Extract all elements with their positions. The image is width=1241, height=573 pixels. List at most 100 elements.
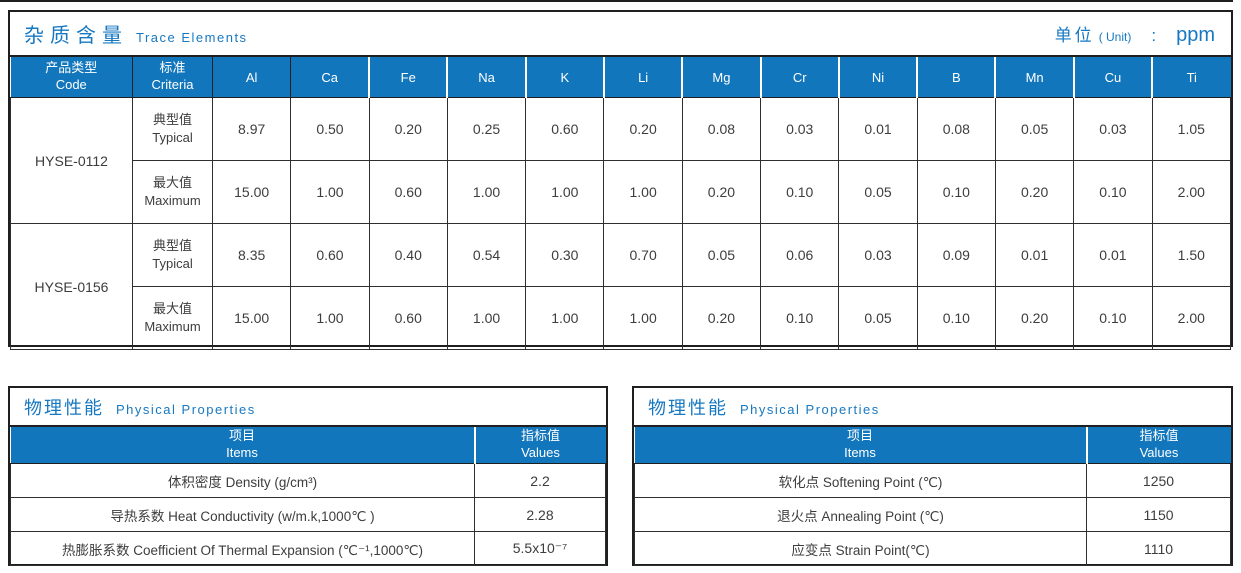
property-item-cell: 热膨胀系数 Coefficient Of Thermal Expansion (… [10, 531, 475, 566]
column-header-values-cn: 指标值 [520, 428, 560, 444]
trace-value-cell: 0.70 [603, 223, 683, 287]
unit-label-en: ( Unit) [1098, 29, 1132, 44]
physical-right-title-en: Physical Properties [740, 401, 880, 417]
criteria-cell: 最大值 Maximum [132, 160, 213, 224]
criteria-label-en: Typical [152, 130, 193, 145]
product-code-cell: HYSE-0112 [10, 97, 133, 224]
trace-value-cell: 0.01 [994, 223, 1075, 287]
trace-elements-table: 产品类型 Code 标准 Criteria Al Ca Fe Na K Li M… [10, 57, 1232, 350]
trace-value-cell: 0.20 [994, 286, 1075, 350]
table-row: HYSE-0156 典型值 Typical 8.35 0.60 0.40 0.5… [10, 223, 1232, 350]
trace-value-cell: 8.97 [211, 97, 292, 161]
trace-value-cell: 0.05 [994, 97, 1075, 161]
column-header-items-en: Items [844, 445, 876, 460]
column-header-criteria-en: Criteria [151, 77, 194, 92]
trace-value-cell: 1.05 [1151, 97, 1232, 161]
unit-label: 单位 ( Unit) : ppm [1055, 21, 1215, 47]
property-value-cell: 2.2 [474, 463, 606, 498]
trace-value-cell: 0.30 [525, 223, 605, 287]
trace-value-cell: 1.00 [290, 160, 370, 224]
criteria-label-en: Maximum [144, 319, 201, 334]
trace-value-cell: 1.00 [446, 286, 527, 350]
physical-right-title: 物理性能 Physical Properties [648, 394, 880, 420]
trace-value-cell: 0.01 [1073, 223, 1153, 287]
column-header-code: 产品类型 Code [10, 57, 133, 98]
physical-left-table: 项目 Items 指标值 Values 体积密度 Density (g/cm³)… [10, 427, 606, 566]
trace-value-cell: 0.03 [760, 97, 840, 161]
trace-value-cell: 8.35 [211, 223, 292, 287]
physical-left-title-en: Physical Properties [116, 401, 256, 417]
table-row: 退火点 Annealing Point (℃) 1150 [634, 497, 1231, 532]
trace-value-cell: 0.60 [525, 97, 605, 161]
column-header-al: Al [211, 57, 291, 98]
table-row: HYSE-0112 典型值 Typical 8.97 0.50 0.20 0.2… [10, 97, 1232, 224]
criteria-cell: 最大值 Maximum [132, 286, 213, 350]
column-header-mg: Mg [681, 57, 761, 98]
trace-value-cell: 1.00 [525, 160, 605, 224]
physical-right-title-cn: 物理性能 [648, 397, 728, 418]
physical-properties-right-panel: 物理性能 Physical Properties 项目 Items 指标值 Va… [632, 386, 1233, 566]
trace-value-cell: 0.60 [290, 223, 370, 287]
trace-value-cell: 0.10 [1073, 286, 1153, 350]
trace-value-cell: 0.20 [368, 97, 448, 161]
column-header-items-cn: 项目 [846, 428, 873, 444]
trace-elements-panel: 杂质含量 Trace Elements 单位 ( Unit) : ppm 产品类… [8, 10, 1233, 350]
column-header-code-en: Code [55, 77, 87, 92]
column-header-ti: Ti [1151, 57, 1231, 98]
trace-value-cell: 0.10 [760, 160, 840, 224]
column-header-values-en: Values [521, 445, 560, 460]
trace-title-en: Trace Elements [136, 30, 248, 45]
column-header-k: K [524, 57, 604, 98]
criteria-cell: 典型值 Typical [132, 97, 213, 161]
column-header-fe: Fe [368, 57, 448, 98]
property-value-cell: 1110 [1086, 531, 1231, 566]
trace-title-cn: 杂质含量 [24, 25, 128, 47]
trace-value-cell: 0.05 [681, 223, 762, 287]
trace-value-cell: 0.50 [290, 97, 370, 161]
trace-value-cell: 1.00 [603, 160, 683, 224]
column-header-ni: Ni [837, 57, 918, 98]
trace-value-cell: 15.00 [211, 286, 292, 350]
trace-value-cell: 0.10 [916, 286, 996, 350]
column-header-cr: Cr [759, 57, 839, 98]
criteria-label-cn: 最大值 [152, 175, 192, 191]
table-row: 最大值 Maximum 15.00 1.00 0.60 1.00 1.00 1.… [11, 286, 1232, 350]
physical-right-table: 项目 Items 指标值 Values 软化点 Softening Point … [634, 427, 1231, 566]
criteria-label-en: Typical [152, 256, 193, 271]
unit-value: ppm [1176, 23, 1215, 46]
property-item-cell: 导热系数 Heat Conductivity (w/m.k,1000℃ ) [10, 497, 475, 532]
trace-header-row: 产品类型 Code 标准 Criteria Al Ca Fe Na K Li M… [10, 57, 1231, 98]
column-header-values: 指标值 Values [473, 427, 606, 464]
unit-colon: : [1151, 25, 1157, 45]
trace-value-cell: 1.00 [446, 160, 527, 224]
column-header-criteria-cn: 标准 [159, 60, 186, 76]
trace-value-cell: 15.00 [211, 160, 292, 224]
property-value-cell: 2.28 [474, 497, 606, 532]
trace-value-cell: 0.05 [838, 160, 918, 224]
table-row: 软化点 Softening Point (℃) 1250 [634, 463, 1231, 498]
criteria-label-cn: 最大值 [152, 301, 192, 317]
property-value-cell: 1150 [1086, 497, 1231, 532]
trace-value-cell: 0.25 [446, 97, 527, 161]
table-row: 热膨胀系数 Coefficient Of Thermal Expansion (… [10, 531, 606, 566]
trace-value-cell: 0.03 [1073, 97, 1153, 161]
column-header-code-cn: 产品类型 [45, 60, 98, 76]
table-row: 体积密度 Density (g/cm³) 2.2 [10, 463, 606, 498]
column-header-mn: Mn [994, 57, 1074, 98]
trace-value-cell: 0.09 [916, 223, 996, 287]
trace-value-cell: 2.00 [1151, 286, 1232, 350]
property-item-cell: 软化点 Softening Point (℃) [634, 463, 1087, 498]
criteria-cell: 典型值 Typical [132, 223, 213, 287]
trace-value-cell: 0.08 [916, 97, 996, 161]
property-item-cell: 应变点 Strain Point(℃) [634, 531, 1087, 566]
column-header-values-en: Values [1139, 445, 1179, 460]
column-header-items: 项目 Items [634, 427, 1087, 464]
trace-value-cell: 0.20 [681, 160, 762, 224]
trace-value-cell: 0.20 [994, 160, 1075, 224]
trace-value-cell: 0.20 [681, 286, 762, 350]
property-item-cell: 退火点 Annealing Point (℃) [634, 497, 1087, 532]
table-row: 导热系数 Heat Conductivity (w/m.k,1000℃ ) 2.… [10, 497, 606, 532]
trace-value-cell: 0.60 [368, 160, 448, 224]
trace-value-cell: 0.10 [1073, 160, 1153, 224]
column-header-items: 项目 Items [10, 427, 475, 464]
